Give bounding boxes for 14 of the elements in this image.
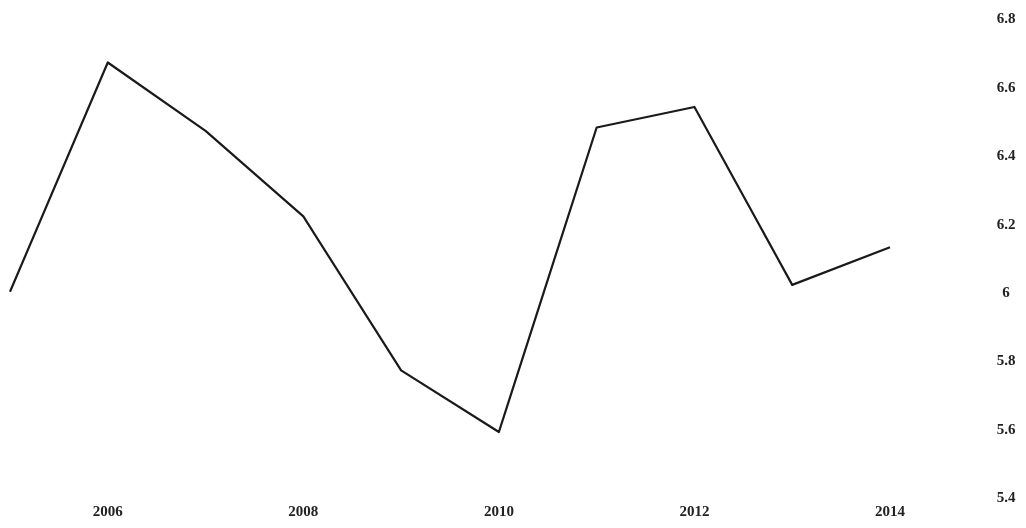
x-tick-label: 2010 bbox=[483, 503, 514, 519]
y-tick-label: 6 bbox=[1002, 283, 1011, 300]
x-tick-label: 2014 bbox=[875, 503, 906, 519]
y-tick-label: 5.8 bbox=[996, 352, 1016, 369]
y-tick-label: 6.2 bbox=[996, 215, 1016, 232]
y-tick-label: 5.4 bbox=[996, 489, 1016, 506]
y-tick-label: 6.4 bbox=[996, 147, 1016, 164]
line-series bbox=[8, 61, 892, 434]
y-tick-label: 6.6 bbox=[996, 78, 1016, 95]
x-tick-label: 2012 bbox=[679, 503, 710, 519]
x-tick-label: 2008 bbox=[288, 503, 319, 519]
y-tick-label: 6.8 bbox=[996, 10, 1016, 27]
x-tick-label: 2006 bbox=[92, 503, 124, 519]
y-tick-label: 5.6 bbox=[996, 420, 1016, 437]
